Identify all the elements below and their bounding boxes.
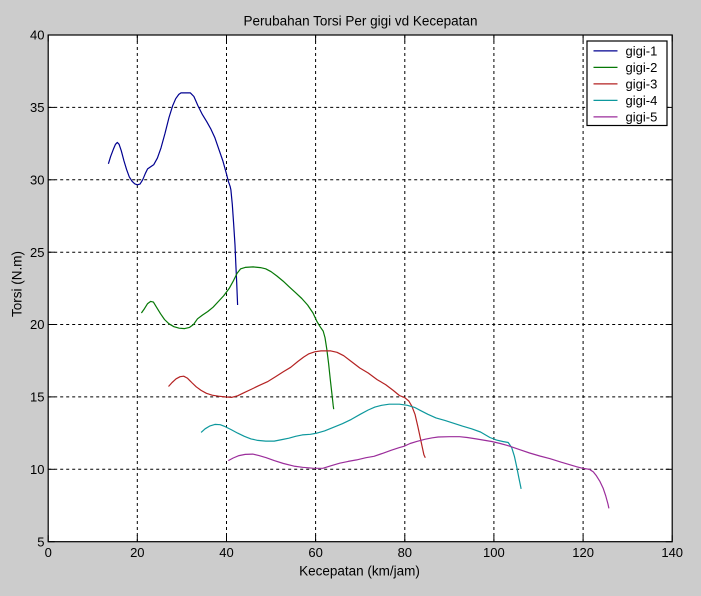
svg-text:120: 120 [572,545,594,560]
svg-text:gigi-4: gigi-4 [626,93,658,108]
svg-text:20: 20 [130,545,144,560]
svg-text:Kecepatan (km/jam): Kecepatan (km/jam) [299,564,420,579]
svg-text:25: 25 [30,245,44,260]
svg-text:gigi-5: gigi-5 [626,110,658,125]
svg-text:Torsi (N.m): Torsi (N.m) [10,251,25,317]
svg-text:gigi-2: gigi-2 [626,60,658,75]
svg-text:Perubahan Torsi Per gigi vd Ke: Perubahan Torsi Per gigi vd Kecepatan [244,13,478,28]
svg-text:gigi-3: gigi-3 [626,77,658,92]
svg-text:10: 10 [30,462,44,477]
svg-text:40: 40 [30,28,44,43]
svg-text:0: 0 [45,545,52,560]
svg-text:40: 40 [219,545,233,560]
svg-text:5: 5 [37,534,44,549]
svg-text:gigi-1: gigi-1 [626,44,658,59]
svg-text:60: 60 [308,545,322,560]
svg-text:100: 100 [483,545,505,560]
svg-text:15: 15 [30,390,44,405]
svg-text:140: 140 [661,545,683,560]
svg-text:80: 80 [398,545,412,560]
svg-text:30: 30 [30,172,44,187]
svg-text:35: 35 [30,100,44,115]
svg-text:20: 20 [30,317,44,332]
